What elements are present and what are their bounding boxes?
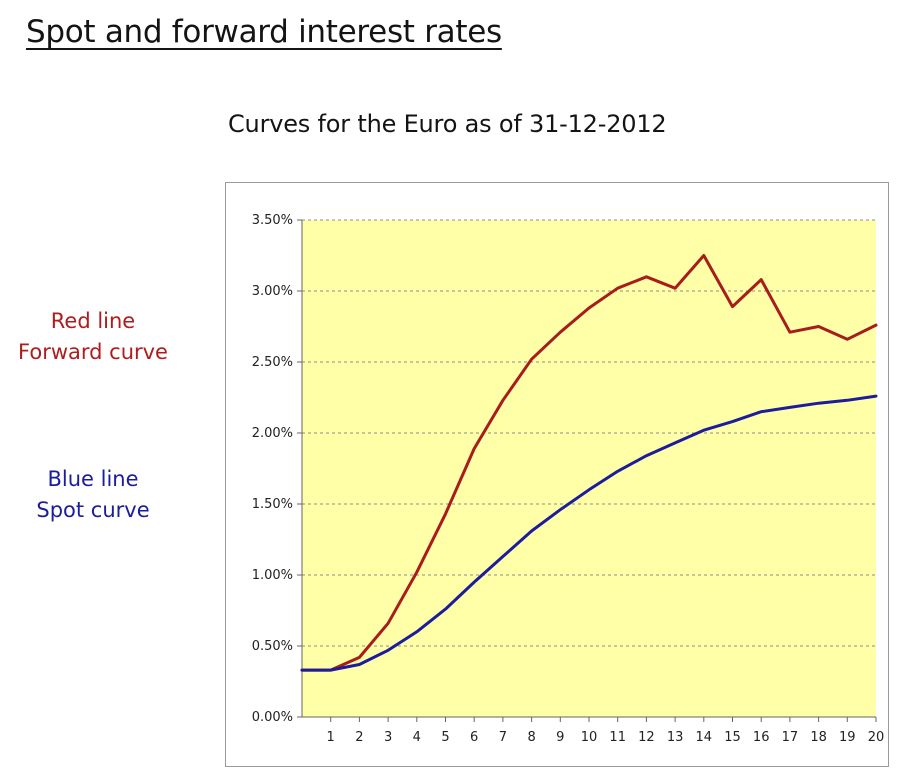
forward-note-line2: Forward curve: [18, 340, 168, 364]
x-tick-label: 7: [499, 730, 507, 745]
y-tick-label: 1.00%: [252, 568, 293, 583]
x-tick-label: 11: [609, 730, 626, 745]
x-axis-ticks: 1 2 3 4 5 6 7 8 9 10 11 12 13 14 15 16 17 18 19 20: [327, 717, 885, 745]
slide-title: Spot and forward interest rates: [26, 14, 502, 50]
x-tick-label: 6: [470, 730, 478, 745]
y-tick-label: 3.00%: [252, 284, 293, 299]
x-tick-label: 4: [413, 730, 421, 745]
x-tick-label: 20: [868, 730, 885, 745]
y-tick-label: 2.00%: [252, 426, 293, 441]
y-tick-label: 2.50%: [252, 355, 293, 370]
x-tick-label: 18: [810, 730, 827, 745]
x-tick-label: 10: [581, 730, 598, 745]
spot-curve-note: Blue line Spot curve: [0, 464, 188, 526]
x-tick-label: 2: [355, 730, 363, 745]
spot-curve-line: [300, 394, 878, 672]
chart-frame: 0.00% 0.50% 1.00% 1.50% 2.00% 2.50% 3.00% 3.50%…: [225, 182, 889, 767]
y-tick-label: 1.50%: [252, 497, 293, 512]
x-tick-label: 17: [782, 730, 799, 745]
x-tick-label: 16: [753, 730, 770, 745]
x-tick-label: 15: [724, 730, 741, 745]
x-tick-label: 14: [696, 730, 713, 745]
plot-area: [302, 220, 876, 717]
y-tick-label: 3.50%: [252, 213, 293, 228]
rate-curves-chart: 0.00% 0.50% 1.00% 1.50% 2.00% 2.50% 3.00% 3.50%…: [252, 213, 885, 745]
forward-curve-line: [300, 254, 878, 672]
chart-heading: Curves for the Euro as of 31-12-2012: [228, 110, 667, 138]
x-tick-label: 8: [527, 730, 535, 745]
x-tick-label: 19: [839, 730, 856, 745]
y-tick-label: 0.50%: [252, 639, 293, 654]
spot-note-line1: Blue line: [47, 467, 139, 491]
series: [300, 254, 878, 672]
x-tick-label: 13: [667, 730, 684, 745]
x-tick-label: 1: [327, 730, 335, 745]
forward-note-line1: Red line: [50, 309, 136, 333]
y-tick-label: 0.00%: [252, 710, 293, 725]
y-axis-ticks: 0.00% 0.50% 1.00% 1.50% 2.00% 2.50% 3.00% 3.50%: [252, 213, 302, 725]
x-tick-label: 9: [556, 730, 564, 745]
x-tick-label: 3: [384, 730, 392, 745]
spot-note-line2: Spot curve: [36, 498, 150, 522]
x-tick-label: 12: [638, 730, 655, 745]
forward-curve-note: Red line Forward curve: [0, 306, 188, 368]
x-tick-label: 5: [441, 730, 449, 745]
